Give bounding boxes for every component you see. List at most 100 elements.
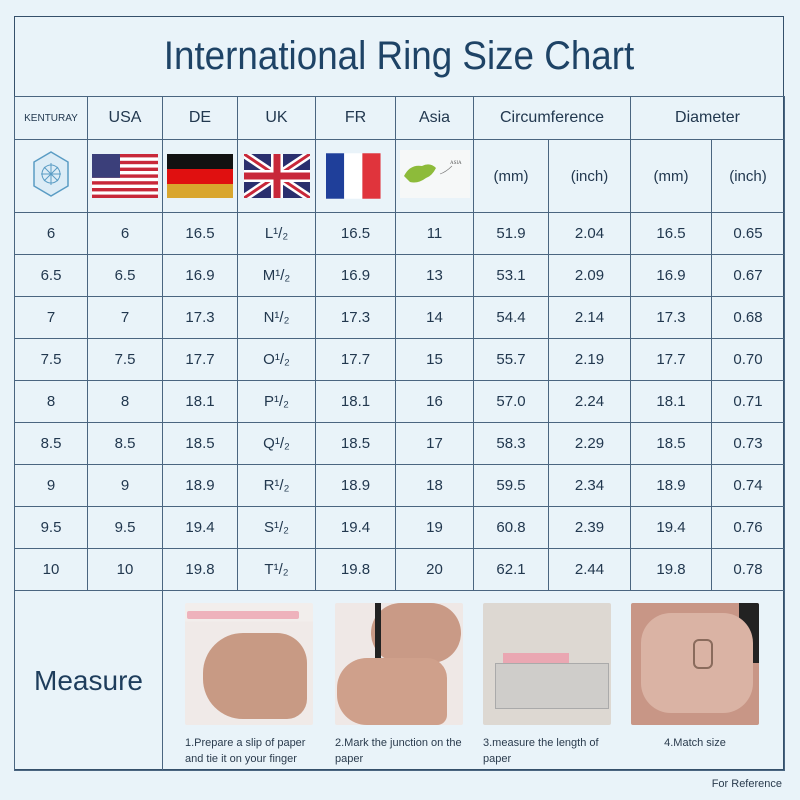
cell-size-brand: 8 (14, 380, 88, 423)
cell-size-asia: 19 (395, 506, 474, 549)
cell-size-brand: 8.5 (14, 422, 88, 465)
cell-size-uk: R¹/₂ (237, 464, 316, 507)
ring-size-table: KENTURAY USA DE UK FR Asia Circumference… (14, 96, 785, 771)
cell-dia-mm: 17.3 (630, 296, 712, 339)
table-row: 7.5 7.5 17.7 O¹/₂ 17.7 15 55.7 2.19 17.7 0.70 (14, 338, 785, 381)
measure-steps-cell: 1.Prepare a slip of paper and tie it on … (162, 590, 785, 771)
unit-circ-mm: (mm) (473, 139, 549, 213)
table-row: 9 9 18.9 R¹/₂ 18.9 18 59.5 2.34 18.9 0.74 (14, 464, 785, 507)
cell-size-usa: 9.5 (87, 506, 163, 549)
header-row: KENTURAY USA DE UK FR Asia Circumference… (14, 96, 785, 140)
cell-size-usa: 6 (87, 212, 163, 255)
cell-circ-inch: 2.09 (548, 254, 631, 297)
table-row: 6 6 16.5 L¹/₂ 16.5 11 51.9 2.04 16.5 0.65 (14, 212, 785, 255)
table-row: 6.5 6.5 16.9 M¹/₂ 16.9 13 53.1 2.09 16.9 0.67 (14, 254, 785, 297)
table-row: 7 7 17.3 N¹/₂ 17.3 14 54.4 2.14 17.3 0.68 (14, 296, 785, 339)
cell-dia-mm: 16.9 (630, 254, 712, 297)
header-usa: USA (87, 96, 163, 140)
cell-size-fr: 16.5 (315, 212, 396, 255)
cell-size-fr: 19.8 (315, 548, 396, 591)
cell-size-brand: 7.5 (14, 338, 88, 381)
step-2-caption: 2.Mark the junction on the paper (335, 737, 462, 765)
cell-size-de: 19.4 (162, 506, 238, 549)
page-title: International Ring Size Chart (163, 33, 635, 78)
uk-flag-cell (237, 139, 316, 213)
fr-flag-cell (315, 139, 396, 213)
measure-step-2: 2.Mark the junction on the paper (335, 603, 463, 767)
paper-on-ruler-photo (483, 603, 611, 725)
cell-size-uk: L¹/₂ (237, 212, 316, 255)
asia-map-cell: ASIA (395, 139, 474, 213)
cell-dia-mm: 19.4 (630, 506, 712, 549)
cell-circ-mm: 55.7 (473, 338, 549, 381)
header-asia: Asia (395, 96, 474, 140)
cell-circ-inch: 2.39 (548, 506, 631, 549)
hand-with-paper-slip-photo (185, 603, 313, 725)
unit-circ-inch: (inch) (548, 139, 631, 213)
cell-dia-inch: 0.68 (711, 296, 785, 339)
cell-size-uk: S¹/₂ (237, 506, 316, 549)
cell-size-de: 17.3 (162, 296, 238, 339)
asia-map-label: ASIA (450, 161, 462, 166)
cell-circ-inch: 2.29 (548, 422, 631, 465)
cell-size-fr: 17.7 (315, 338, 396, 381)
cell-size-de: 17.7 (162, 338, 238, 381)
measure-step-4: 4.Match size (631, 603, 759, 751)
usa-flag-icon (92, 154, 158, 198)
step-1-caption: 1.Prepare a slip of paper and tie it on … (185, 737, 306, 765)
cell-size-asia: 20 (395, 548, 474, 591)
cell-circ-mm: 62.1 (473, 548, 549, 591)
uk-flag-icon (243, 154, 310, 198)
cell-dia-mm: 18.9 (630, 464, 712, 507)
cell-size-brand: 9.5 (14, 506, 88, 549)
cell-dia-inch: 0.70 (711, 338, 785, 381)
germany-flag-icon (167, 154, 233, 198)
cell-size-de: 16.9 (162, 254, 238, 297)
cell-dia-inch: 0.78 (711, 548, 785, 591)
unit-dia-mm: (mm) (630, 139, 712, 213)
hexagon-logo-icon (33, 151, 69, 197)
cell-size-fr: 18.9 (315, 464, 396, 507)
cell-size-asia: 11 (395, 212, 474, 255)
cell-circ-inch: 2.24 (548, 380, 631, 423)
cell-dia-inch: 0.76 (711, 506, 785, 549)
cell-size-asia: 14 (395, 296, 474, 339)
icon-row: ASIA (mm) (inch) (mm) (inch) (14, 139, 785, 213)
step-4-caption: 4.Match size (664, 737, 726, 749)
cell-size-usa: 7.5 (87, 338, 163, 381)
cell-size-fr: 16.9 (315, 254, 396, 297)
cell-size-fr: 19.4 (315, 506, 396, 549)
cell-dia-inch: 0.73 (711, 422, 785, 465)
cell-circ-mm: 54.4 (473, 296, 549, 339)
cell-dia-mm: 18.1 (630, 380, 712, 423)
cell-size-brand: 9 (14, 464, 88, 507)
unit-dia-inch: (inch) (711, 139, 785, 213)
cell-dia-mm: 16.5 (630, 212, 712, 255)
cell-size-uk: N¹/₂ (237, 296, 316, 339)
cell-circ-inch: 2.04 (548, 212, 631, 255)
france-flag-icon (325, 153, 381, 199)
cell-circ-mm: 53.1 (473, 254, 549, 297)
cell-size-usa: 6.5 (87, 254, 163, 297)
measure-step-1: 1.Prepare a slip of paper and tie it on … (185, 603, 313, 767)
header-fr: FR (315, 96, 396, 140)
cell-size-asia: 17 (395, 422, 474, 465)
cell-circ-inch: 2.34 (548, 464, 631, 507)
cell-circ-mm: 57.0 (473, 380, 549, 423)
cell-dia-inch: 0.74 (711, 464, 785, 507)
cell-size-uk: Q¹/₂ (237, 422, 316, 465)
cell-size-asia: 18 (395, 464, 474, 507)
cell-size-usa: 8 (87, 380, 163, 423)
marking-paper-with-pen-photo (335, 603, 463, 725)
table-row: 8 8 18.1 P¹/₂ 18.1 16 57.0 2.24 18.1 0.71 (14, 380, 785, 423)
cell-size-uk: P¹/₂ (237, 380, 316, 423)
table-row: 8.5 8.5 18.5 Q¹/₂ 18.5 17 58.3 2.29 18.5 0.73 (14, 422, 785, 465)
cell-circ-mm: 60.8 (473, 506, 549, 549)
cell-size-brand: 7 (14, 296, 88, 339)
cell-size-brand: 6.5 (14, 254, 88, 297)
header-circumference: Circumference (473, 96, 631, 140)
cell-size-uk: O¹/₂ (237, 338, 316, 381)
brand-logo-cell (14, 139, 88, 213)
cell-dia-mm: 18.5 (630, 422, 712, 465)
cell-size-de: 18.1 (162, 380, 238, 423)
